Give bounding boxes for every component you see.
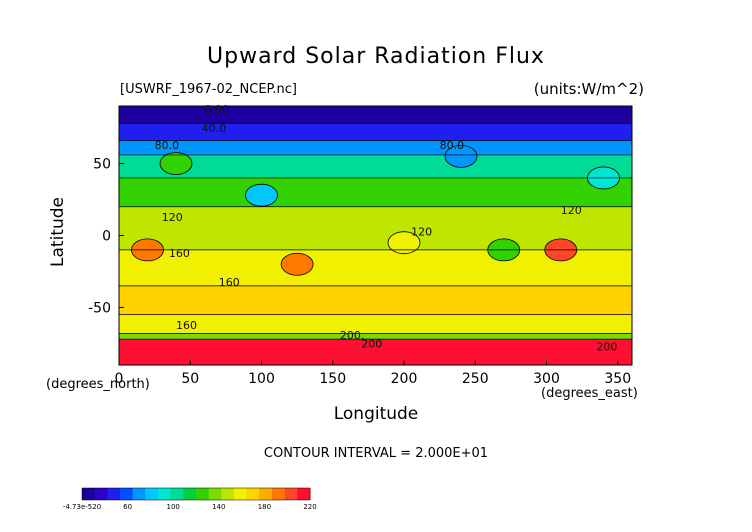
x-axis-label: Longitude xyxy=(333,404,419,424)
colorbar-frame xyxy=(81,487,311,501)
field-feature xyxy=(245,183,278,207)
lat-band xyxy=(119,206,632,250)
colorbar-swatch xyxy=(259,488,273,500)
lat-band xyxy=(119,123,632,141)
lat-band xyxy=(119,106,632,124)
colorbar-tick-label: 220 xyxy=(303,503,316,511)
colorbar-swatch xyxy=(196,488,210,500)
contour-label: 160 xyxy=(169,247,190,260)
lat-band xyxy=(119,285,632,315)
y-tick-label: 0 xyxy=(102,229,111,245)
contour-label: 40.0 xyxy=(202,122,227,135)
plot-area xyxy=(119,106,632,365)
colorbar-swatch xyxy=(183,488,197,500)
colorbar-tick-label: 60 xyxy=(123,503,132,511)
y-tick-label: -50 xyxy=(88,300,111,316)
contour-interval-text: CONTOUR INTERVAL = 2.000E+01 xyxy=(263,446,489,461)
y-axis: 50 0 -50 xyxy=(88,157,124,316)
colorbar-swatch xyxy=(170,488,184,500)
lat-band xyxy=(119,177,632,207)
field-feature xyxy=(280,252,314,276)
colorbar-swatch xyxy=(82,488,96,500)
colorbar-tick-label: 100 xyxy=(167,503,180,511)
field-feature xyxy=(444,144,478,168)
lat-band xyxy=(119,333,632,340)
contour-label: 120 xyxy=(162,211,183,224)
colorbar-swatch xyxy=(94,488,108,500)
contour-label: 80.0 xyxy=(440,139,465,152)
colorbar-swatch xyxy=(158,488,172,500)
x-axis: 0 50 100 150 200 250 300 350 xyxy=(115,360,631,387)
x-tick-label: 150 xyxy=(319,371,346,387)
colorbar-swatch xyxy=(272,488,286,500)
x-tick-label: 350 xyxy=(604,371,631,387)
colorbar-tick-label: -4.73e-520 xyxy=(63,503,101,511)
contour-label: 160 xyxy=(219,276,240,289)
x-tick-label: 250 xyxy=(462,371,489,387)
colorbar-swatch xyxy=(221,488,235,500)
x-tick-label: 300 xyxy=(533,371,560,387)
colorbar-swatch xyxy=(120,488,134,500)
x-tick-label: 200 xyxy=(391,371,418,387)
contour-label: 120 xyxy=(411,226,432,239)
x-tick-label: 100 xyxy=(248,371,275,387)
colorbar-swatch xyxy=(297,488,311,500)
colorbar-tick-label: 180 xyxy=(258,503,271,511)
y-axis-label: Latitude xyxy=(48,197,68,267)
colorbar-swatch xyxy=(246,488,260,500)
contour-label: 120 xyxy=(561,204,582,217)
colorbar-swatch xyxy=(284,488,298,500)
contour-label: 0.00 xyxy=(205,103,230,116)
colorbar: -4.73e-520 60 100 140 180 220 xyxy=(63,487,317,511)
contour-label: 200 xyxy=(596,341,617,354)
x-tick-label: 0 xyxy=(115,371,124,387)
contour-label: 80.0 xyxy=(155,139,180,152)
file-label: [USWRF_1967-02_NCEP.nc] xyxy=(120,82,297,97)
colorbar-swatch xyxy=(234,488,248,500)
contour-label: 200. xyxy=(340,329,365,342)
lat-band xyxy=(119,249,632,286)
x-tick-label: 50 xyxy=(181,371,199,387)
colorbar-tick-label: 140 xyxy=(212,503,225,511)
field-feature xyxy=(159,152,193,175)
contour-label: 200 xyxy=(361,338,382,351)
y-tick-label: 50 xyxy=(93,157,111,173)
y-axis-units: (degrees_north) xyxy=(46,377,150,392)
chart-title: Upward Solar Radiation Flux xyxy=(207,44,545,69)
colorbar-swatch xyxy=(145,488,159,500)
x-axis-units: (degrees_east) xyxy=(541,386,638,401)
colorbar-swatch xyxy=(208,488,222,500)
units-label: (units:W/m^2) xyxy=(533,80,644,98)
contour-label: 160 xyxy=(176,319,197,332)
colorbar-swatch xyxy=(107,488,121,500)
lat-band xyxy=(119,314,632,334)
field-feature xyxy=(387,231,421,255)
lat-band xyxy=(119,140,632,155)
colorbar-swatch xyxy=(132,488,146,500)
lat-band xyxy=(119,154,632,178)
